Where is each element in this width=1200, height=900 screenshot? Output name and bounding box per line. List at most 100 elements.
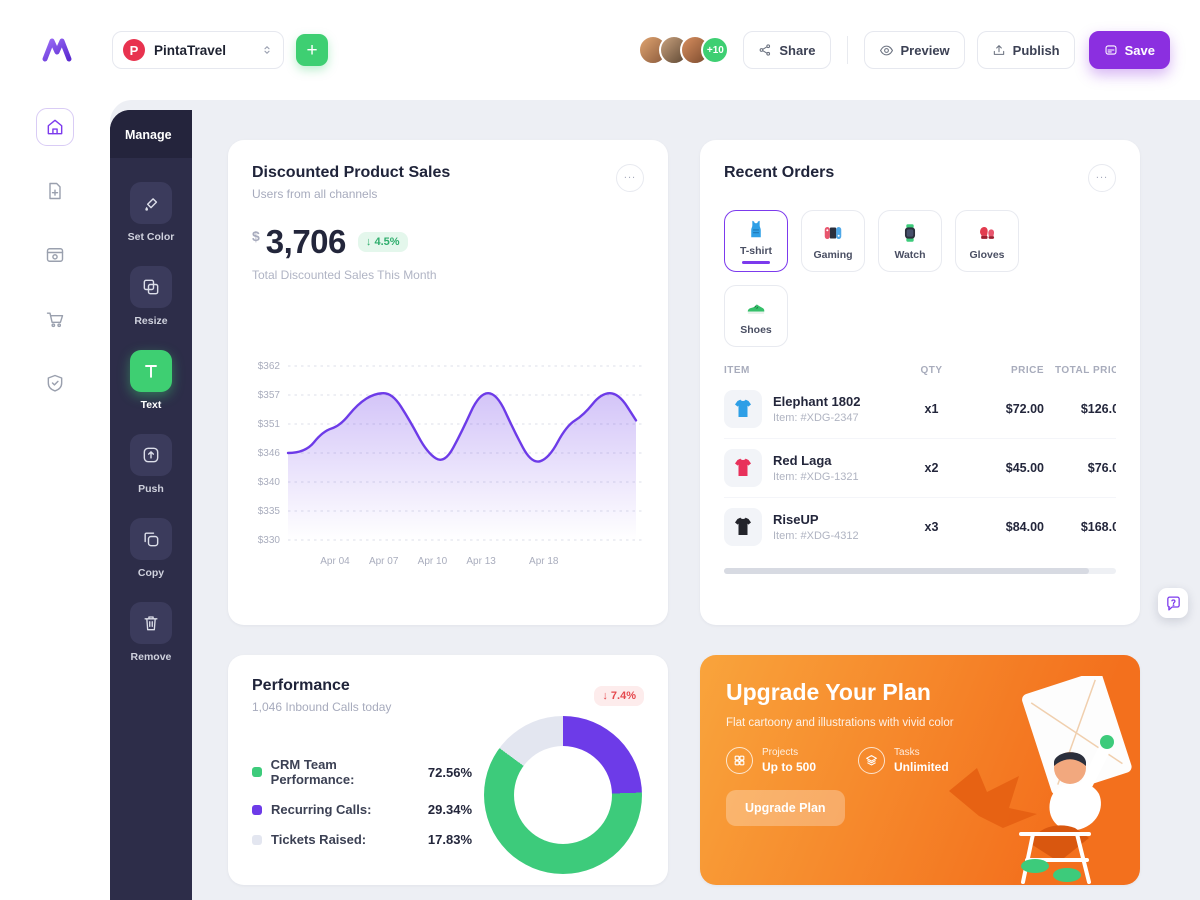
svg-text:Apr 18: Apr 18 <box>529 556 559 567</box>
svg-text:$346: $346 <box>258 448 281 459</box>
sales-card-subtitle: Users from all channels <box>252 187 378 201</box>
feature-projects: Projects Up to 500 <box>726 746 816 774</box>
svg-text:Apr 10: Apr 10 <box>418 556 448 567</box>
tshirt-icon <box>735 517 751 535</box>
legend-item: Tickets Raised: 17.83% <box>252 832 484 847</box>
chip-gloves[interactable]: Gloves <box>955 210 1019 272</box>
manage-item-set-color[interactable]: Set Color <box>128 182 174 243</box>
text-icon <box>129 350 172 392</box>
performance-donut <box>484 716 642 874</box>
legend-item: Recurring Calls: 29.34% <box>252 802 484 817</box>
copy-icon <box>129 518 172 560</box>
grid-icon <box>726 746 753 774</box>
manage-panel: Manage Set Color Resize Text Push <box>110 110 192 900</box>
rail-item-security[interactable] <box>36 364 74 402</box>
add-project-button[interactable]: + <box>296 34 328 66</box>
share-button[interactable]: Share <box>743 31 831 69</box>
save-button[interactable]: Save <box>1088 31 1170 69</box>
rail-item-design-settings[interactable] <box>36 236 74 274</box>
file-plus-icon <box>49 182 61 200</box>
legend-item: CRM Team Performance: 72.56% <box>252 757 484 787</box>
legend-dot <box>252 834 262 845</box>
upgrade-subtitle: Flat cartoony and illustrations with viv… <box>726 717 954 729</box>
sales-total-value: 3,706 <box>265 223 347 260</box>
share-icon <box>758 43 772 57</box>
publish-button[interactable]: Publish <box>976 31 1075 69</box>
eye-icon <box>879 43 894 58</box>
orders-menu-button[interactable]: ... <box>1088 164 1116 192</box>
svg-text:$362: $362 <box>258 361 281 372</box>
arrow-down-icon: ↓ <box>365 236 375 248</box>
help-button[interactable] <box>1158 588 1188 618</box>
svg-text:$335: $335 <box>258 506 281 517</box>
gamepad-icon <box>824 226 842 239</box>
preview-button[interactable]: Preview <box>863 31 965 69</box>
watch-icon <box>904 223 916 242</box>
manage-panel-title: Manage <box>110 110 192 158</box>
manage-item-remove[interactable]: Remove <box>129 602 172 663</box>
chip-watch[interactable]: Watch <box>878 210 942 272</box>
tshirt-icon <box>735 458 751 476</box>
avatar-more-badge[interactable]: +10 <box>701 36 730 64</box>
home-icon <box>47 119 63 135</box>
logo-mark-icon <box>42 38 72 62</box>
recent-orders-card: Recent Orders ... T-shirt Gaming Watch G… <box>700 140 1140 625</box>
sales-caption: Total Discounted Sales This Month <box>252 268 437 282</box>
chevron-up-down-icon <box>261 43 273 57</box>
cart-icon <box>46 312 64 328</box>
manage-item-copy[interactable]: Copy <box>129 518 172 579</box>
table-row: Elephant 1802 Item: #XDG-2347 x1 $72.00 … <box>724 380 1116 439</box>
avatar-group[interactable]: +10 <box>638 35 730 65</box>
svg-text:$351: $351 <box>258 419 281 430</box>
save-icon <box>1104 43 1118 57</box>
performance-subtitle: 1,046 Inbound Calls today <box>252 700 392 714</box>
upgrade-plan-card: Upgrade Your Plan Flat cartoony and illu… <box>700 655 1140 885</box>
currency-symbol: $ <box>252 228 260 244</box>
resize-icon <box>129 266 172 308</box>
publish-icon <box>992 43 1006 57</box>
product-thumbnail <box>724 508 762 546</box>
svg-text:Apr 13: Apr 13 <box>466 556 496 567</box>
arrow-down-icon: ↓ <box>602 689 611 702</box>
tshirt-icon <box>735 399 751 417</box>
rail-item-cart[interactable] <box>36 300 74 338</box>
performance-title: Performance <box>252 677 350 694</box>
manage-item-resize[interactable]: Resize <box>129 266 172 327</box>
upgrade-title: Upgrade Your Plan <box>726 679 931 705</box>
svg-text:$357: $357 <box>258 390 281 401</box>
legend-dot <box>252 804 262 815</box>
rail-item-new-file[interactable] <box>36 172 74 210</box>
discounted-sales-card: Discounted Product Sales Users from all … <box>228 140 668 625</box>
svg-text:$340: $340 <box>258 477 281 488</box>
ellipsis-icon: ... <box>623 169 637 181</box>
chip-gaming[interactable]: Gaming <box>801 210 865 272</box>
orders-table: ITEM QTY PRICE TOTAL PRICE Elephant 1802… <box>724 365 1116 556</box>
topbar: P PintaTravel + +10 Share Preview <box>0 0 1200 100</box>
app-logo[interactable] <box>38 31 76 69</box>
rail-item-home[interactable] <box>36 108 74 146</box>
left-icon-rail <box>0 100 110 900</box>
project-select[interactable]: P PintaTravel <box>112 31 284 69</box>
chip-tshirt[interactable]: T-shirt <box>724 210 788 272</box>
tshirt-icon <box>751 220 761 238</box>
manage-item-push[interactable]: Push <box>129 434 172 495</box>
svg-text:Apr 07: Apr 07 <box>369 556 399 567</box>
layers-icon <box>858 746 886 774</box>
manage-item-text[interactable]: Text <box>129 350 172 411</box>
category-chips: T-shirt Gaming Watch Gloves Shoes <box>724 210 1054 347</box>
table-row: RiseUP Item: #XDG-4312 x3 $84.00 $168.00 <box>724 498 1116 556</box>
scrollbar-thumb[interactable] <box>724 568 1089 574</box>
orders-card-title: Recent Orders <box>724 164 835 181</box>
ellipsis-icon: ... <box>1095 169 1109 181</box>
divider <box>846 36 848 64</box>
color-picker-icon <box>129 182 172 224</box>
sales-line-chart: $362 $357 $351 $346 $340 $335 $330 Apr 04 Apr 07… <box>252 356 644 573</box>
sales-menu-button[interactable]: ... <box>616 164 644 192</box>
window-gear-icon <box>46 248 64 262</box>
upgrade-plan-button[interactable]: Upgrade Plan <box>726 789 845 826</box>
horizontal-scrollbar <box>724 568 1116 574</box>
feature-tasks: Tasks Unlimited <box>858 746 949 774</box>
orders-table-header: ITEM QTY PRICE TOTAL PRICE <box>724 365 1116 376</box>
trash-icon <box>129 602 172 644</box>
chip-shoes[interactable]: Shoes <box>724 285 788 347</box>
